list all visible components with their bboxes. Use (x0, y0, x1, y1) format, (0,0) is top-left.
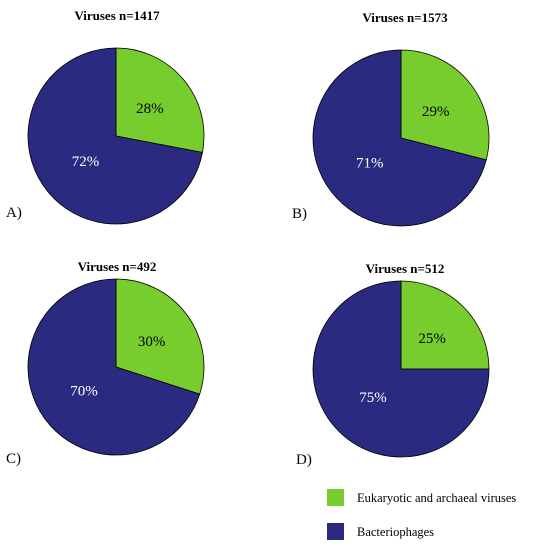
panel-label-b: B) (292, 206, 307, 222)
pie-panels: Viruses n=1417 28% 72% A) Viruses n=1573 29% 7… (6, 8, 490, 468)
pie-b: Viruses n=1573 29% 71% B) (292, 10, 490, 227)
pie-title-d: Viruses n=512 (366, 261, 445, 276)
pie-b-slice-bacteriophages (312, 49, 487, 227)
pie-title-b: Viruses n=1573 (362, 10, 448, 25)
pie-b-label-eukaryotic-archaeal: 29% (422, 104, 450, 120)
pie-a-label-eukaryotic-archaeal: 28% (136, 101, 164, 117)
pie-a-slice-bacteriophages (27, 47, 203, 225)
pie-title-c: Viruses n=492 (78, 259, 157, 274)
pie-a-slice-eukaryotic-archaeal (115, 47, 205, 153)
pie-d: Viruses n=512 25% 75% D) (296, 261, 490, 468)
pie-d-slice-eukaryotic-archaeal (400, 280, 490, 370)
pie-c-label-eukaryotic-archaeal: 30% (138, 334, 166, 350)
pie-b-slice-eukaryotic-archaeal (400, 49, 490, 161)
legend-swatch-bacteriophages (327, 523, 344, 540)
pie-d-slice-bacteriophages (312, 280, 490, 458)
legend-swatch-eukaryotic-archaeal (327, 489, 344, 506)
pie-d-label-bacteriophages: 75% (359, 390, 387, 406)
legend: Eukaryotic and archaeal viruses Bacterio… (327, 489, 516, 540)
pie-c-slice-bacteriophages (27, 278, 201, 456)
pie-d-label-eukaryotic-archaeal: 25% (418, 331, 446, 347)
panel-label-d: D) (296, 452, 312, 468)
legend-label-bacteriophages: Bacteriophages (357, 525, 434, 539)
legend-label-eukaryotic-archaeal: Eukaryotic and archaeal viruses (357, 491, 516, 505)
pie-title-a: Viruses n=1417 (74, 8, 160, 23)
panel-label-a: A) (6, 205, 22, 221)
pie-a: Viruses n=1417 28% 72% A) (6, 8, 205, 225)
pie-a-label-bacteriophages: 72% (72, 154, 100, 170)
pie-c: Viruses n=492 30% 70% C) (6, 259, 205, 467)
panel-label-c: C) (6, 451, 21, 467)
pie-c-slice-eukaryotic-archaeal (115, 278, 205, 395)
pie-b-label-bacteriophages: 71% (356, 155, 384, 171)
pie-c-label-bacteriophages: 70% (70, 383, 98, 399)
